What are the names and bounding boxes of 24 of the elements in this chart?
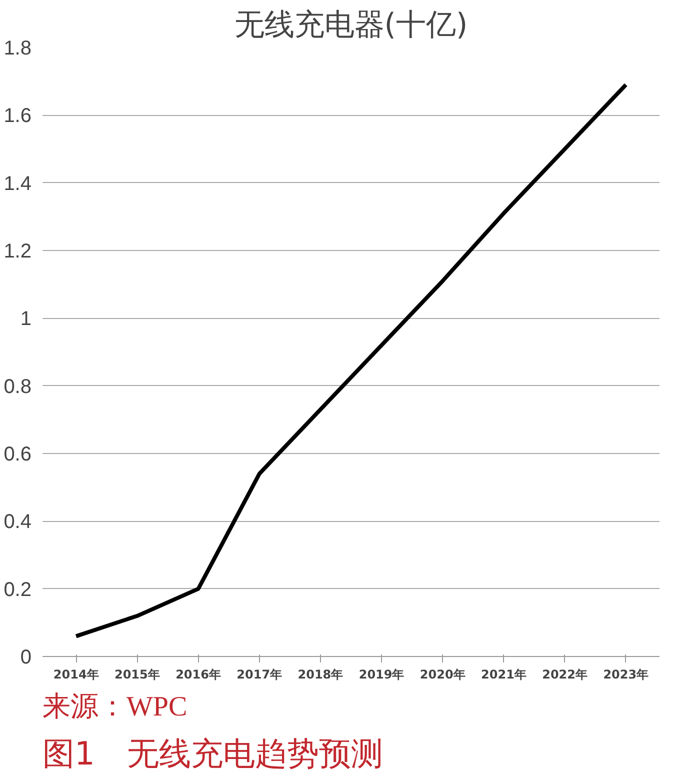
x-tick-label: 2023年	[603, 668, 649, 682]
source-note: 来源：WPC	[42, 692, 188, 722]
chart-title: 无线充电器(十亿)	[234, 8, 468, 42]
x-tick-label: 2015年	[114, 668, 160, 682]
y-tick-label: 0.4	[4, 511, 32, 534]
x-tick-label: 2021年	[481, 668, 526, 682]
y-tick-label: 0.6	[4, 444, 32, 466]
x-tick-label: 2019年	[358, 668, 404, 682]
caption: 图1 无线充电趋势预测	[42, 734, 383, 772]
x-tick-label: 2018年	[298, 668, 344, 682]
y-tick-label: 0	[20, 646, 32, 668]
x-tick-label: 2014年	[53, 668, 99, 682]
y-tick-label: 1.6	[4, 105, 32, 128]
y-tick-label: 1.8	[4, 38, 32, 60]
line-series	[74, 82, 628, 638]
y-tick-label: 1.4	[4, 172, 32, 195]
y-tick-label: 1.2	[4, 240, 32, 262]
y-tick-label: 1	[20, 308, 32, 330]
x-tick-label: 2022年	[542, 668, 588, 682]
y-tick-label: 0.2	[4, 578, 32, 601]
x-tick-label: 2020年	[420, 668, 466, 682]
y-tick-label: 0.8	[4, 376, 32, 398]
x-tick-label: 2016年	[176, 668, 221, 682]
x-tick-label: 2017年	[236, 668, 282, 682]
